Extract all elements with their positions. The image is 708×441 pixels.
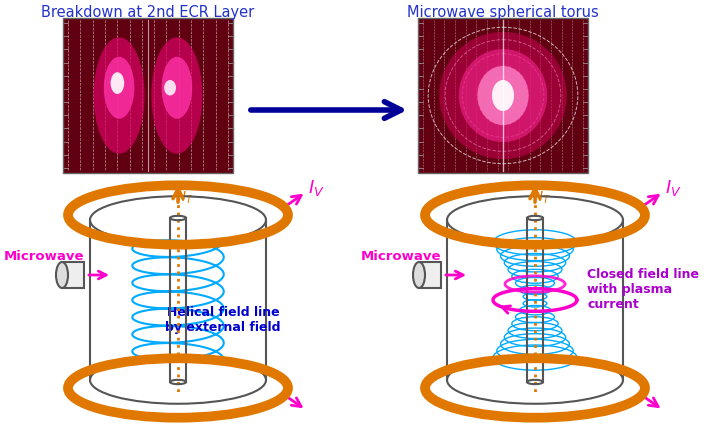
Ellipse shape: [439, 32, 566, 159]
Text: Helical field line
by external field: Helical field line by external field: [165, 306, 281, 334]
Bar: [62, 262, 84, 288]
Bar: [418, 18, 588, 173]
Ellipse shape: [161, 57, 192, 119]
Ellipse shape: [152, 37, 202, 153]
Ellipse shape: [93, 37, 144, 153]
Text: $I_T$: $I_T$: [181, 190, 194, 206]
Ellipse shape: [492, 80, 514, 111]
Ellipse shape: [56, 262, 68, 288]
Text: $I_T$: $I_T$: [538, 190, 551, 206]
Ellipse shape: [477, 66, 528, 125]
Bar: [419, 262, 441, 288]
Text: Microwave: Microwave: [4, 250, 84, 264]
Text: Closed field line
with plasma
current: Closed field line with plasma current: [587, 269, 699, 311]
Ellipse shape: [459, 49, 547, 142]
Ellipse shape: [110, 72, 124, 94]
Text: Breakdown at 2nd ECR Layer: Breakdown at 2nd ECR Layer: [41, 4, 255, 19]
Bar: [63, 18, 233, 173]
Text: $I_V$: $I_V$: [308, 178, 325, 198]
Ellipse shape: [164, 80, 176, 96]
Ellipse shape: [104, 57, 135, 119]
Text: $I_V$: $I_V$: [665, 178, 682, 198]
Text: Microwave spherical torus: Microwave spherical torus: [407, 4, 599, 19]
Ellipse shape: [413, 262, 425, 288]
Text: Microwave: Microwave: [361, 250, 441, 264]
